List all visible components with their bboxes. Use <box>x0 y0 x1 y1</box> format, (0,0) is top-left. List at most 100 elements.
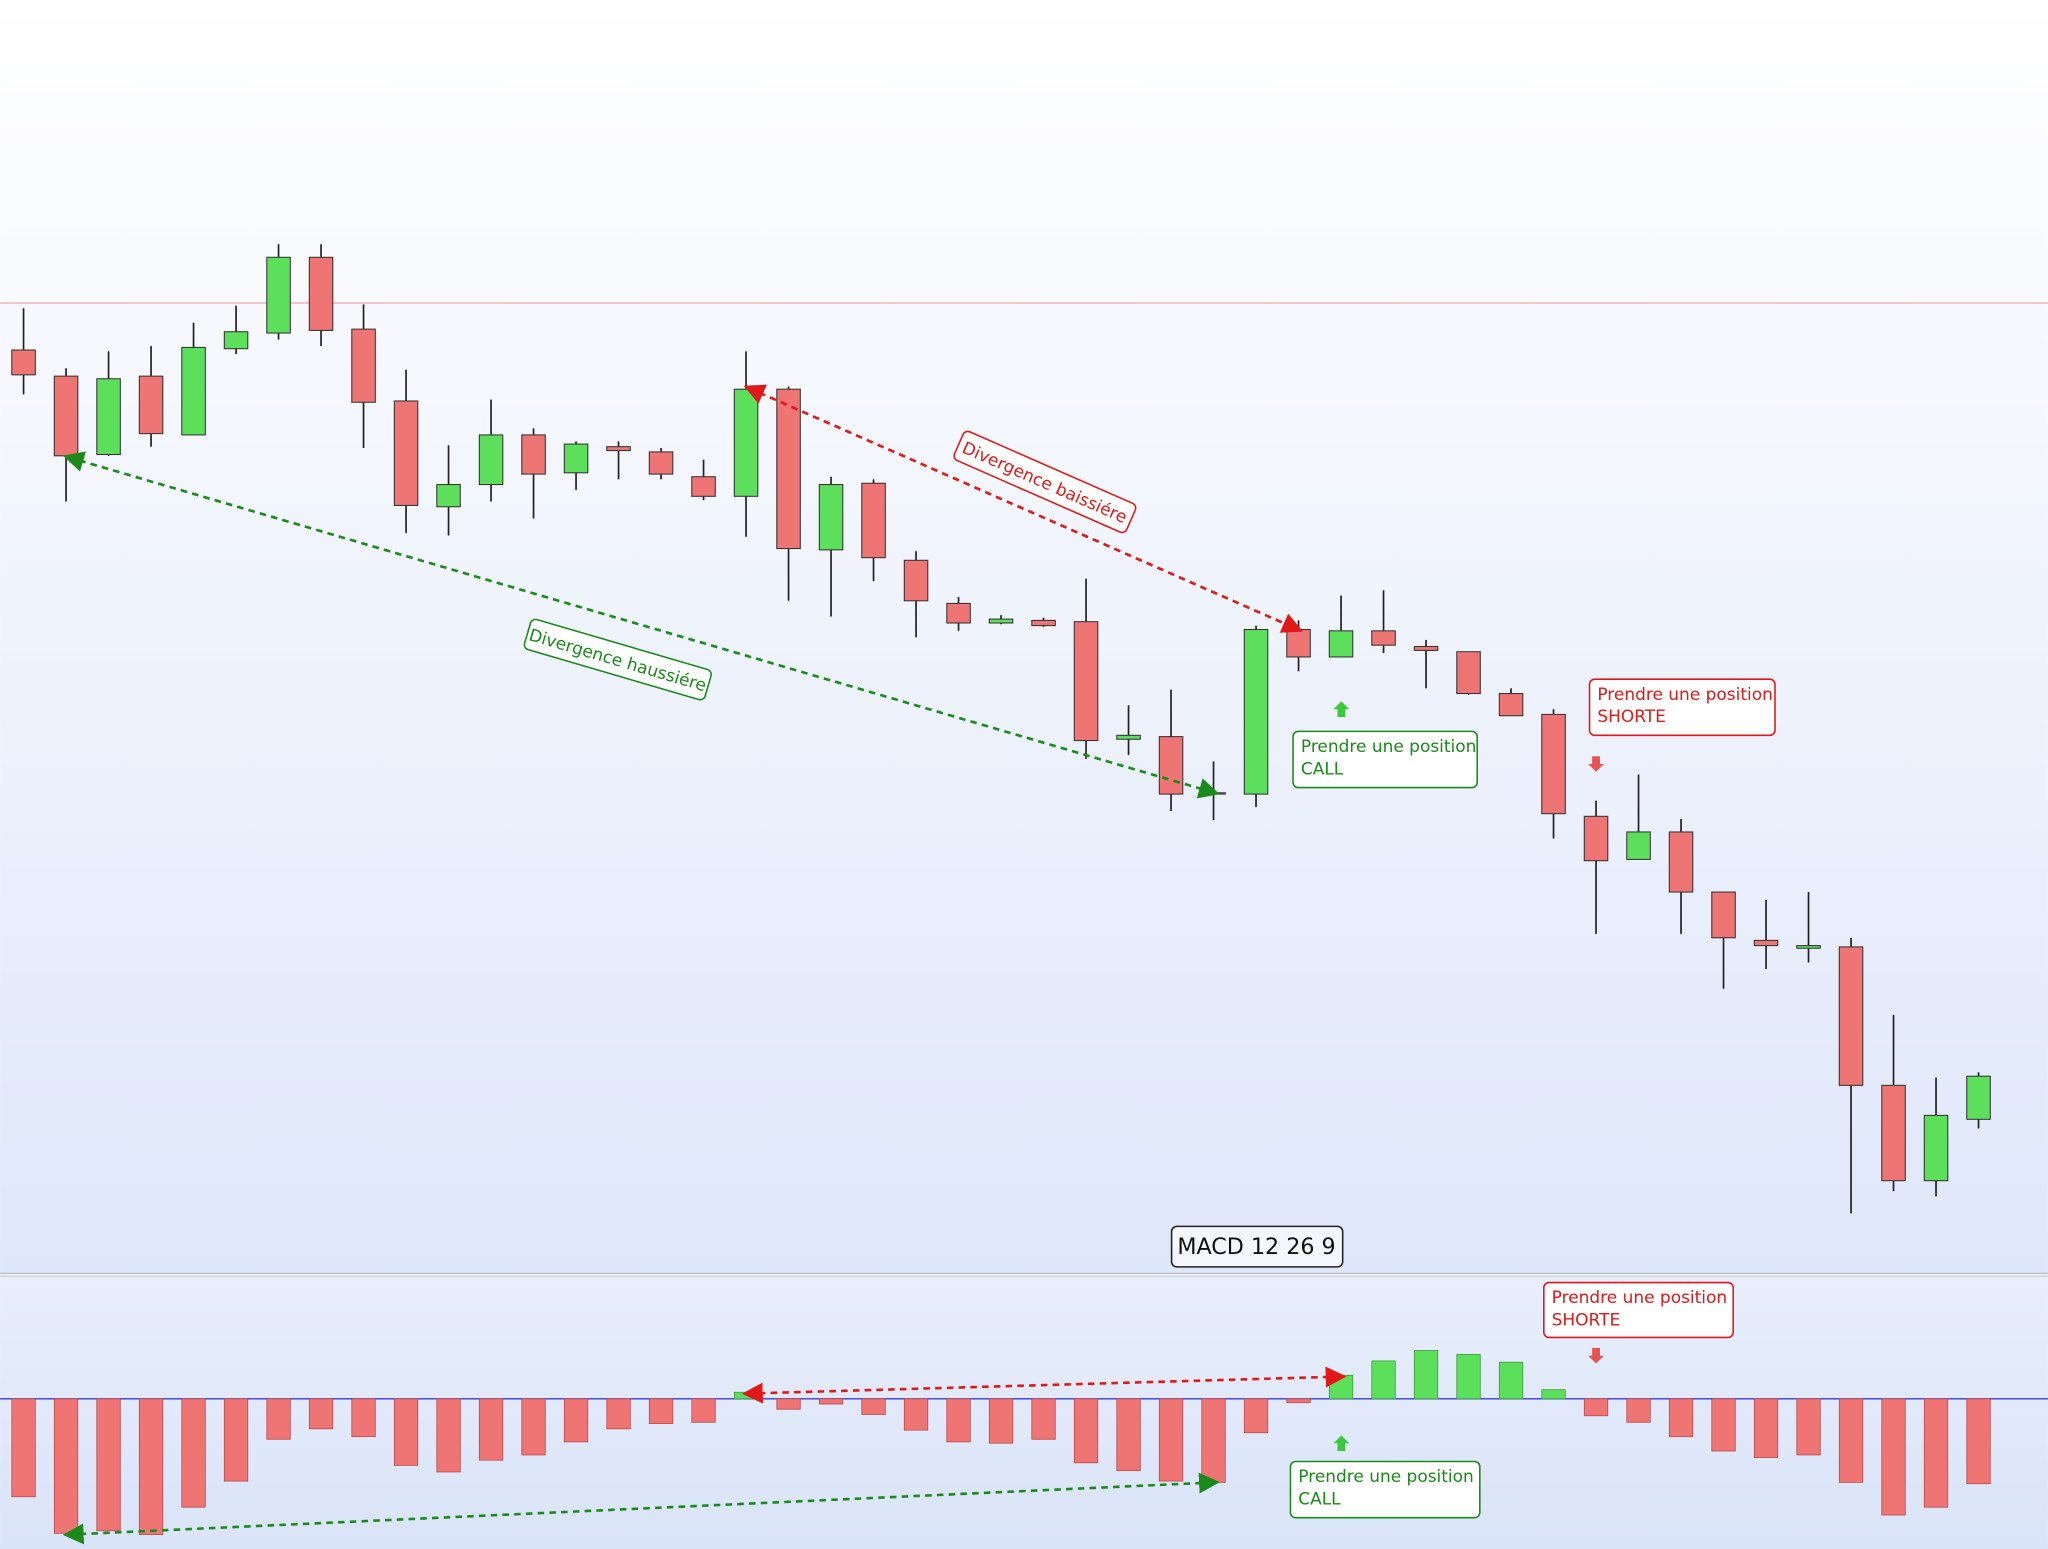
histogram-bar <box>861 1398 886 1415</box>
histogram-bar <box>1116 1398 1141 1472</box>
histogram-bar <box>1541 1389 1566 1400</box>
histogram-bar <box>1456 1354 1481 1400</box>
indicator-label-box <box>1170 1225 1344 1268</box>
macd-layer <box>0 1350 2048 1536</box>
price-pane <box>0 0 2048 1274</box>
candle-body <box>1541 713 1566 815</box>
candle-body <box>96 378 121 456</box>
candle-body <box>1668 831 1694 893</box>
histogram-bar <box>521 1398 546 1456</box>
candle-body <box>818 484 844 551</box>
candle-body <box>223 331 249 350</box>
candle-body <box>1796 945 1821 949</box>
candle-body <box>1881 1084 1906 1182</box>
candle-body <box>1498 693 1524 717</box>
candle-body <box>1413 645 1439 651</box>
histogram-bar <box>1286 1398 1311 1404</box>
candle-body <box>478 434 504 486</box>
candle-body <box>776 388 801 550</box>
label-text: Prendre une position <box>1301 737 1477 757</box>
histogram-bar <box>691 1398 716 1423</box>
histogram-bar <box>1838 1398 1864 1483</box>
label-text: Prendre une position <box>1597 685 1773 705</box>
histogram-bar <box>1328 1374 1354 1400</box>
candle-body <box>1158 736 1184 795</box>
candle-body <box>1243 629 1269 795</box>
histogram-bar <box>266 1398 291 1440</box>
candle-body <box>181 346 206 436</box>
histogram-bar <box>181 1398 206 1508</box>
candle-body <box>266 256 291 334</box>
histogram-bar <box>96 1398 121 1532</box>
candle-body <box>1753 939 1779 947</box>
histogram-bar <box>563 1398 589 1443</box>
histogram-bar <box>1881 1398 1906 1516</box>
label-text: SHORTE <box>1552 1310 1621 1330</box>
label-box <box>953 430 1137 534</box>
histogram-bar <box>53 1398 79 1534</box>
histogram-bar <box>1073 1398 1099 1464</box>
candle-body <box>1838 946 1864 1086</box>
candle-body <box>11 349 36 376</box>
histogram-bar <box>1498 1361 1524 1400</box>
histogram-bar <box>1966 1398 1991 1485</box>
histogram-bar <box>606 1398 631 1430</box>
label-box <box>1588 678 1776 737</box>
candle-body <box>138 375 164 435</box>
down-arrow-icon <box>1588 1347 1604 1364</box>
histogram-bar <box>648 1398 674 1425</box>
histogram-bar <box>393 1398 419 1466</box>
histogram-bar <box>1243 1398 1269 1434</box>
label-box <box>1292 730 1478 789</box>
candle-body <box>1286 629 1311 658</box>
label-text: CALL <box>1298 1489 1341 1509</box>
candle-body <box>1116 734 1141 740</box>
candle-body <box>393 400 419 506</box>
histogram-bar <box>1753 1398 1779 1458</box>
histogram-bar <box>436 1398 461 1473</box>
histogram-bar <box>988 1398 1014 1444</box>
label-box <box>523 618 712 701</box>
histogram-bar <box>223 1398 249 1482</box>
macd-pane <box>0 1276 2048 1549</box>
candle-body <box>1711 891 1736 939</box>
up-arrow-icon <box>1333 1435 1350 1452</box>
candle-body <box>606 446 631 452</box>
label-text: Prendre une position <box>1298 1467 1474 1487</box>
histogram-bar <box>1711 1398 1736 1452</box>
candle-body <box>988 618 1014 624</box>
candle-body <box>1923 1114 1949 1182</box>
histogram-bar <box>138 1398 164 1536</box>
label-text: CALL <box>1301 759 1344 779</box>
candle-body <box>861 482 886 559</box>
candle-body <box>1583 815 1609 862</box>
annotation-layer: MACD 12 26 9 Divergence haussiéreDiverge… <box>62 384 1776 1545</box>
histogram-bar <box>1031 1398 1056 1440</box>
label-text: SHORTE <box>1597 707 1666 727</box>
candle-body <box>1073 621 1099 742</box>
candle-body <box>1328 630 1354 658</box>
histogram-bar <box>1923 1398 1949 1508</box>
histogram-bar <box>1626 1398 1651 1423</box>
histogram-bar <box>1413 1350 1439 1400</box>
candle-body <box>563 443 589 474</box>
down-arrow-icon <box>1588 756 1604 772</box>
label-box <box>1543 1281 1734 1339</box>
histogram-bar <box>478 1398 504 1461</box>
histogram-bar <box>351 1398 376 1438</box>
candle-body <box>521 434 546 475</box>
candle-body <box>53 375 79 457</box>
divergence-arrow <box>62 1472 1220 1545</box>
candle-body <box>903 559 929 602</box>
candle-body <box>1626 831 1651 860</box>
label-box <box>1289 1460 1481 1519</box>
candle-body <box>436 484 461 508</box>
candle-body <box>1031 619 1056 627</box>
histogram-bar <box>733 1391 759 1400</box>
candle-body <box>308 256 334 331</box>
histogram-bar <box>11 1398 36 1498</box>
label-text: Prendre une position <box>1552 1288 1728 1308</box>
histogram-bar <box>1796 1398 1821 1456</box>
